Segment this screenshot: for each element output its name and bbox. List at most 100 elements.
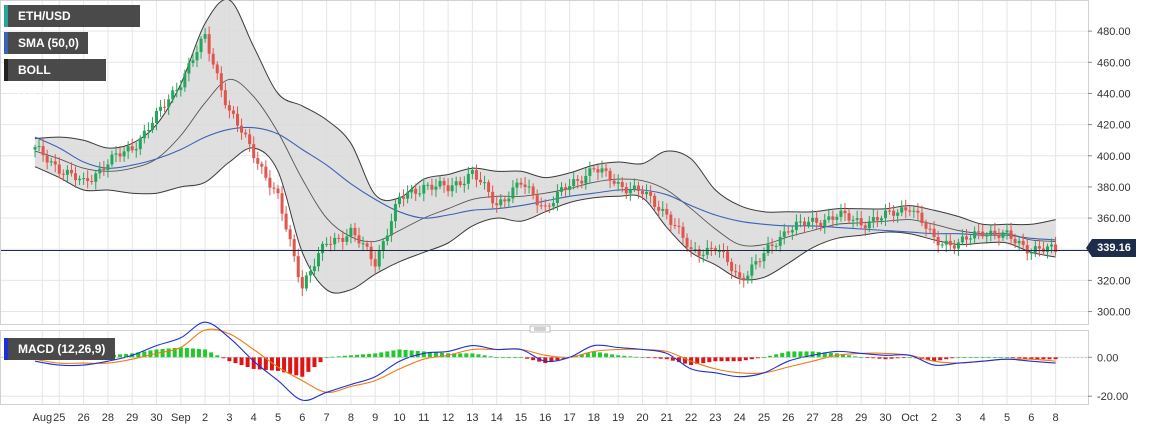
candle-body — [584, 175, 588, 184]
candle-body — [102, 168, 106, 171]
macd-histogram-bar — [482, 355, 487, 358]
candle-body — [511, 187, 515, 199]
candle-body — [90, 181, 94, 183]
macd-histogram-bar — [239, 357, 244, 366]
macd-histogram-bar — [300, 357, 305, 377]
candle-body — [576, 179, 580, 181]
candle-body — [256, 158, 260, 164]
candle-body — [839, 210, 843, 217]
candle-body — [142, 130, 146, 139]
candle-body — [827, 216, 831, 220]
candle-body — [69, 169, 73, 174]
candle-body — [381, 241, 385, 251]
macd-histogram-bar — [701, 357, 706, 364]
candle-body — [734, 271, 738, 273]
macd-histogram-bar — [148, 350, 153, 358]
macd-histogram-bar — [367, 353, 372, 358]
candle-body — [260, 163, 264, 167]
macd-histogram-bar — [397, 349, 402, 358]
macd-histogram-bar — [956, 357, 961, 359]
candle-body — [426, 184, 430, 186]
candle-body — [1037, 246, 1041, 249]
candle-body — [276, 188, 280, 194]
macd-histogram-bar — [992, 357, 997, 359]
candle-body — [592, 168, 596, 170]
candle-body — [191, 60, 195, 64]
macd-histogram-bar — [409, 350, 414, 358]
macd-histogram-bar — [312, 357, 317, 367]
macd-histogram-bar — [506, 357, 511, 359]
pane-resize-handle[interactable] — [529, 325, 551, 333]
macd-histogram-bar — [707, 357, 712, 363]
price-axis-label: 320.00 — [1097, 275, 1131, 287]
macd-histogram-bar — [840, 354, 845, 358]
candle-body — [203, 34, 207, 39]
candle-body — [681, 226, 685, 238]
bollinger-legend[interactable]: BOLL (20,2,-2) — [4, 59, 106, 99]
candle-body — [159, 106, 163, 111]
candle-body — [665, 208, 669, 215]
candle-body — [272, 187, 276, 189]
candle-body — [786, 231, 790, 233]
macd-histogram-bar — [166, 348, 171, 358]
candle-body — [466, 173, 470, 184]
candle-body — [689, 247, 693, 250]
date-axis-label: 29 — [126, 412, 138, 424]
candle-body — [766, 244, 770, 254]
candle-body — [632, 185, 636, 190]
candle-body — [1029, 252, 1033, 254]
candle-body — [693, 249, 697, 251]
macd-histogram-bar — [190, 348, 195, 358]
candle-body — [130, 146, 134, 151]
candle-body — [106, 164, 110, 171]
macd-histogram-bar — [780, 352, 785, 358]
candle-body — [163, 106, 167, 108]
candle-body — [616, 181, 620, 184]
macd-histogram-bar — [549, 357, 554, 362]
candle-body — [479, 179, 482, 183]
candle-body — [701, 254, 705, 256]
candle-body — [1046, 246, 1049, 252]
candle-body — [811, 217, 815, 222]
macd-histogram-bar — [1035, 357, 1040, 360]
date-axis-label: 7 — [324, 412, 330, 424]
candle-body — [730, 261, 734, 272]
candle-body — [211, 53, 215, 65]
candle-body — [450, 185, 454, 192]
macd-histogram-bar — [136, 352, 141, 358]
macd-histogram-bar — [585, 352, 590, 358]
candle-body — [61, 173, 65, 175]
candle-body — [770, 244, 774, 246]
candle-body — [300, 277, 304, 289]
macd-histogram-bar — [160, 348, 165, 358]
date-axis-label: Aug — [33, 412, 53, 424]
macd-histogram-bar — [1053, 357, 1058, 360]
candle-body — [612, 180, 616, 184]
macd-histogram-bar — [798, 351, 803, 358]
candle-body — [774, 245, 778, 247]
candle-body — [361, 243, 365, 245]
macd-histogram-bar — [421, 351, 426, 358]
candle-body — [304, 275, 308, 289]
candle-body — [1025, 245, 1029, 254]
macd-histogram-bar — [385, 351, 390, 358]
candle-body — [195, 52, 199, 61]
macd-histogram-bar — [519, 357, 523, 359]
candle-body — [150, 123, 154, 131]
date-axis-label: 4 — [251, 412, 257, 424]
candle-body — [875, 217, 879, 221]
candle-body — [410, 188, 414, 193]
candle-body — [45, 155, 49, 163]
symbol-legend[interactable]: ETH/USD (CoinBase) — [4, 5, 140, 45]
macd-histogram-bar — [804, 351, 809, 358]
candle-body — [41, 146, 45, 156]
candle-body — [122, 151, 126, 157]
candle-body — [855, 218, 859, 220]
candle-body — [807, 221, 811, 226]
candle-body — [268, 177, 272, 188]
macd-legend[interactable]: MACD (12,26,9) — [4, 338, 115, 360]
sma-legend[interactable]: SMA (50,0) — [4, 32, 88, 54]
date-axis-label: 18 — [588, 412, 600, 424]
candle-body — [981, 231, 985, 237]
